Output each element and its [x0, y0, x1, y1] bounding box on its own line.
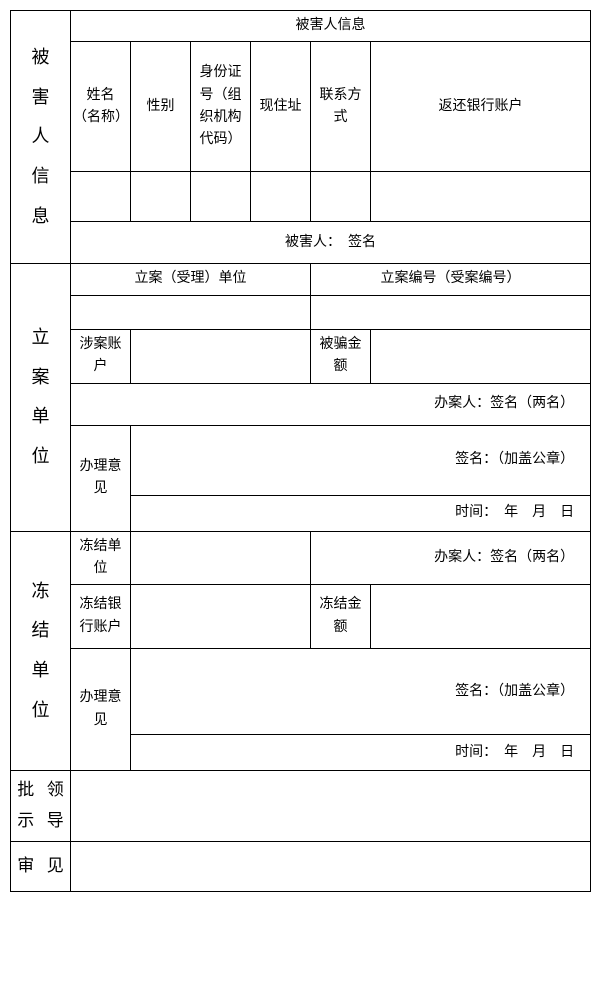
- cell-name[interactable]: [71, 172, 131, 222]
- fraud-amount-cell[interactable]: [371, 329, 591, 383]
- involved-account-label: 涉案账户: [71, 329, 131, 383]
- col-gender: 性别: [131, 42, 191, 172]
- freeze-sign-seal: 签名：（加盖公章）: [131, 649, 591, 735]
- involved-account-cell[interactable]: [131, 329, 311, 383]
- col-bank: 返还银行账户: [371, 42, 591, 172]
- filing-officer: 办案人：签名（两名）: [71, 383, 591, 425]
- cell-gender[interactable]: [131, 172, 191, 222]
- filing-opinion-label: 办理意见: [71, 425, 131, 531]
- section-victim-label: 被害人信息: [11, 11, 71, 264]
- col-contact: 联系方式: [311, 42, 371, 172]
- col-id: 身份证号（组织机构代码）: [191, 42, 251, 172]
- approval-left: 批示: [11, 771, 41, 841]
- freeze-unit-label: 冻结单位: [71, 531, 131, 585]
- freeze-amount-label: 冻结金额: [311, 585, 371, 649]
- freeze-unit-cell[interactable]: [131, 531, 311, 585]
- freeze-time: 时间： 年 月 日: [131, 735, 591, 771]
- approval-right: 领导: [41, 771, 71, 841]
- cell-bank[interactable]: [371, 172, 591, 222]
- section-filing-label: 立案单位: [11, 264, 71, 531]
- fraud-amount-label: 被骗金额: [311, 329, 371, 383]
- col-addr: 现住址: [251, 42, 311, 172]
- freeze-account-cell[interactable]: [131, 585, 311, 649]
- review-right: 见: [41, 841, 71, 891]
- filing-unit-cell[interactable]: [71, 295, 311, 329]
- filing-no-label: 立案编号（受案编号）: [311, 264, 591, 295]
- cell-id[interactable]: [191, 172, 251, 222]
- freeze-account-label: 冻结银行账户: [71, 585, 131, 649]
- filing-time: 时间： 年 月 日: [131, 495, 591, 531]
- approval-cell[interactable]: [71, 771, 591, 841]
- form-table: 被害人信息 被害人信息 姓名（名称） 性别 身份证号（组织机构代码） 现住址 联…: [10, 10, 591, 892]
- cell-addr[interactable]: [251, 172, 311, 222]
- col-name: 姓名（名称）: [71, 42, 131, 172]
- cell-contact[interactable]: [311, 172, 371, 222]
- section-freeze-label: 冻结单位: [11, 531, 71, 771]
- victim-sign-row: 被害人： 签名: [71, 222, 591, 264]
- review-cell[interactable]: [71, 841, 591, 891]
- review-left: 审: [11, 841, 41, 891]
- freeze-officer: 办案人：签名（两名）: [311, 531, 591, 585]
- freeze-amount-cell[interactable]: [371, 585, 591, 649]
- filing-no-cell[interactable]: [311, 295, 591, 329]
- filing-unit-label: 立案（受理）单位: [71, 264, 311, 295]
- filing-sign-seal: 签名：（加盖公章）: [131, 425, 591, 495]
- victim-header: 被害人信息: [71, 11, 591, 42]
- freeze-opinion-label: 办理意见: [71, 649, 131, 771]
